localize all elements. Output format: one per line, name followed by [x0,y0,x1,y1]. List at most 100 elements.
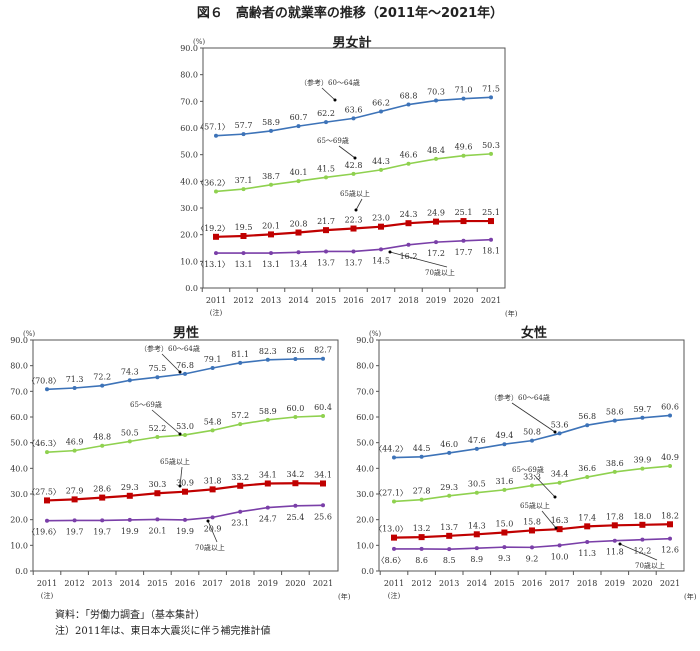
data-label-65plus: 〈27.5〉 [27,487,61,496]
data-point-65plus [611,522,618,529]
data-point-65plus [488,218,494,225]
annotation-arrow [338,145,356,159]
data-label-60-64: 47.6 [468,436,486,445]
annotation-arrowhead [618,542,622,546]
data-point-70plus [640,537,645,542]
data-label-60-64: 〈57.1〉 [196,123,230,132]
x-tick-label: 2020 [453,296,473,305]
data-point-65-69 [379,167,383,172]
data-label-65plus: 24.9 [427,209,445,218]
annotation-arrowhead [333,98,337,102]
data-label-65-69: 33.3 [523,473,541,482]
data-point-60-64 [585,423,590,428]
data-point-60-64 [269,128,273,133]
data-point-65-69 [585,475,590,480]
data-point-70plus [155,517,160,522]
x-tick-label: 2013 [92,579,112,588]
series-annotation-70plus: 70歳以上 [635,561,665,570]
data-label-65-69: 40.1 [290,168,308,177]
data-label-70plus: 16.2 [400,252,418,261]
y-tick-label: 60.0 [10,413,28,422]
data-label-70plus: 11.8 [606,548,624,557]
x-tick-label: 2017 [371,296,391,305]
data-point-65plus [237,482,244,489]
x-tick-label: 2014 [467,579,487,588]
annotation-arrowhead [206,519,210,523]
data-label-60-64: 68.8 [400,92,418,101]
data-point-60-64 [379,109,383,114]
x-tick-label: 2012 [411,579,431,588]
y-tick-label: 30.0 [356,490,374,499]
data-label-65plus: 〈19.2〉 [196,224,230,233]
data-point-65plus [240,233,247,239]
data-label-65-69: 48.4 [427,146,445,155]
x-unit-label: (年) [505,309,518,318]
data-point-65plus [433,218,439,225]
data-point-70plus [668,536,672,541]
data-label-65-69: 48.8 [93,433,111,442]
data-point-60-64 [45,387,49,392]
annotation-arrow [533,474,556,498]
series-annotation-65-69: 65～69歳 [130,400,162,409]
data-point-65plus [584,523,591,530]
x-tick-label: 2017 [549,579,569,588]
data-label-65-69: 〈36.2〉 [196,178,230,187]
data-point-70plus [45,518,49,523]
x-tick-label: 2018 [230,579,250,588]
plot-area [378,339,685,572]
data-point-70plus [461,238,466,243]
data-point-65plus [667,521,673,528]
data-label-60-64: 74.3 [121,367,139,376]
x-tick-label: 2013 [261,296,281,305]
x-tick-label: 2020 [632,579,652,588]
data-label-65-69: 46.9 [66,438,84,447]
data-point-65-69 [489,151,493,156]
annotation-arrowhead [553,495,557,499]
data-label-65-69: 40.9 [661,453,679,462]
data-label-60-64: 59.7 [633,405,651,414]
data-label-65plus: 34.1 [259,470,277,479]
x-tick-label: 2015 [316,296,336,305]
data-label-60-64: 79.1 [204,355,222,364]
data-point-70plus [238,509,243,514]
annotation-arrow [541,510,557,529]
data-point-65-69 [612,469,617,474]
data-point-65plus [418,534,425,541]
data-point-60-64 [406,102,411,107]
data-point-65plus [460,218,467,225]
data-label-65plus: 25.1 [455,208,473,217]
data-point-65-69 [265,417,270,422]
data-point-65-69 [668,464,672,469]
data-label-70plus: 〈8.6〉 [377,556,406,565]
data-point-65-69 [238,422,243,427]
y-tick-label: 30.0 [180,204,198,213]
data-label-60-64: 75.5 [148,364,166,373]
data-label-70plus: 24.7 [259,515,277,524]
data-point-65plus [556,526,563,533]
y-tick-label: 80.0 [180,71,198,80]
data-point-60-64 [502,442,507,447]
x-tick-label: 2015 [494,579,514,588]
data-label-70plus: 20.9 [204,524,222,533]
series-annotation-70plus: 70歳以上 [425,268,455,277]
data-point-70plus [502,545,507,550]
data-point-65plus [99,494,106,501]
data-point-65plus [473,531,480,538]
data-label-70plus: 〈19.6〉 [27,528,61,537]
data-point-60-64 [447,450,452,455]
annotation-arrow [511,402,556,433]
annotation-arrow [389,251,448,268]
data-point-65-69 [461,153,466,158]
data-label-70plus: 8.9 [470,555,483,564]
data-point-70plus [406,242,411,247]
data-point-65-69 [127,439,132,444]
data-label-65plus: 34.1 [314,470,332,479]
data-point-60-64 [155,375,160,380]
data-point-70plus [100,518,105,523]
data-label-65-69: 42.8 [345,161,363,170]
y-tick-label: 40.0 [356,464,374,473]
annotation-arrow [161,353,181,373]
annotation-arrowhead [178,432,182,436]
data-label-60-64: 〈70.8〉 [27,376,61,385]
